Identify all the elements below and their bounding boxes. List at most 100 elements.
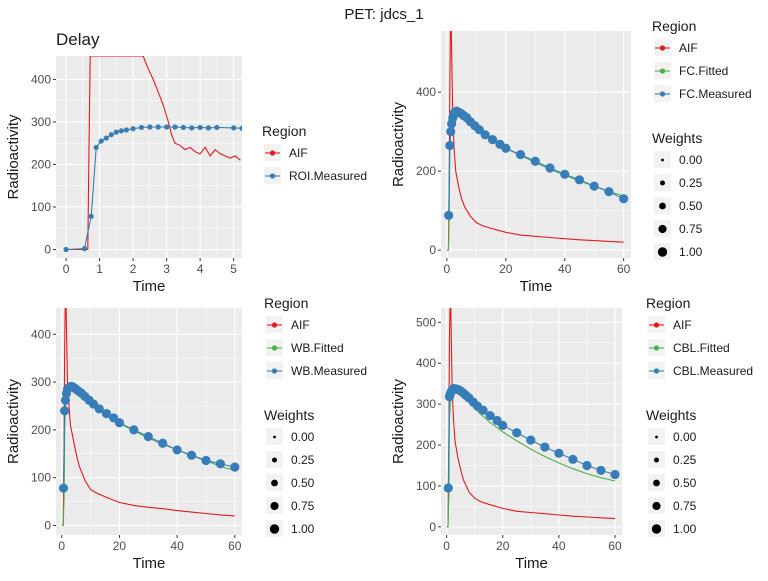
chart-panel-1: 0 1 2 3 4 5 0 100 200 300 400 Time Radioactivity Dela… xyxy=(5,30,367,295)
weights-key-point xyxy=(272,457,277,463)
weights-key-point xyxy=(651,524,662,534)
chart-panel-3: 0 20 40 60 0 100 200 300 400 Time Radioactivity Reg… xyxy=(5,295,367,572)
x-tick-label: 60 xyxy=(617,262,631,276)
legend-title: Region xyxy=(652,18,696,34)
panel-title: Delay xyxy=(56,30,100,49)
legend-key-point xyxy=(271,368,278,374)
data-point xyxy=(63,246,69,253)
x-tick-label: 3 xyxy=(163,262,170,276)
legend-key-point xyxy=(653,322,660,328)
data-point xyxy=(215,459,225,469)
weights-key-point xyxy=(660,180,665,186)
weights-key-point xyxy=(658,224,667,234)
legend-label: FC.Measured xyxy=(679,87,752,101)
x-tick-label: 1 xyxy=(96,262,103,276)
data-point xyxy=(560,169,570,179)
data-point xyxy=(98,138,104,144)
legend-label: AIF xyxy=(679,41,698,55)
legend-title: Region xyxy=(646,295,690,311)
y-tick-label: 200 xyxy=(416,164,436,178)
data-point xyxy=(554,448,564,458)
data-point xyxy=(143,431,153,442)
data-point xyxy=(445,140,455,151)
data-point xyxy=(446,127,456,137)
y-tick-label: 500 xyxy=(416,315,436,329)
data-point xyxy=(108,132,114,138)
legend-label: AIF xyxy=(673,318,692,332)
data-point xyxy=(619,194,629,204)
weights-key-point xyxy=(661,158,664,162)
legend-title: Region xyxy=(264,295,308,311)
data-point xyxy=(163,124,170,130)
weights-legend-label: 1.00 xyxy=(679,245,703,259)
data-point xyxy=(180,124,186,131)
data-point xyxy=(155,124,161,130)
x-tick-label: 0 xyxy=(443,539,450,553)
data-point xyxy=(197,124,203,131)
x-tick-label: 0 xyxy=(58,539,65,553)
data-point xyxy=(501,143,511,153)
legend-title: Region xyxy=(262,123,306,139)
series-line-aif xyxy=(446,31,624,251)
data-point xyxy=(545,163,555,173)
data-point xyxy=(596,465,606,475)
legend-key-point xyxy=(659,91,666,97)
data-point xyxy=(480,130,490,140)
legend-label: AIF xyxy=(289,146,308,160)
legend-label: CBL.Measured xyxy=(673,364,753,378)
y-tick-label: 300 xyxy=(416,397,436,411)
y-tick-label: 300 xyxy=(31,115,51,129)
y-tick-label: 0 xyxy=(429,520,436,534)
data-point xyxy=(186,450,197,460)
data-point xyxy=(93,144,99,151)
x-tick-label: 2 xyxy=(130,262,137,276)
data-point xyxy=(60,395,71,405)
plot-panel-background xyxy=(56,56,242,258)
series-line-aif xyxy=(446,308,616,528)
plot-area xyxy=(444,31,629,251)
charts-container: 0 1 2 3 4 50100200300400TimeRadioactivityDela… xyxy=(5,18,753,572)
plot-area xyxy=(63,56,242,253)
y-tick-label: 400 xyxy=(416,356,436,370)
y-axis-title: Radioactivity xyxy=(390,101,407,187)
data-point xyxy=(568,454,578,464)
data-point xyxy=(589,181,599,191)
chart-panel-4: 0 20 40 60 0 100 200 300 400 500 Time Radioactivity… xyxy=(390,295,753,572)
weights-key-point xyxy=(270,501,279,511)
weights-key-point xyxy=(653,479,660,487)
data-point xyxy=(239,125,242,131)
weights-key-point xyxy=(269,524,280,534)
data-point xyxy=(147,124,153,130)
y-axis-title: Radioactivity xyxy=(390,378,407,464)
x-tick-label: 4 xyxy=(197,262,204,276)
x-tick-label: 20 xyxy=(113,539,127,553)
x-axis-title: Time xyxy=(133,278,166,295)
y-tick-label: 400 xyxy=(31,327,51,341)
weights-legend-label: 0.50 xyxy=(673,476,697,490)
data-point xyxy=(582,460,592,471)
y-axis-title: Radioactivity xyxy=(5,378,22,464)
legend-key-point xyxy=(653,345,660,351)
x-axis-title: Time xyxy=(515,555,548,572)
data-point xyxy=(498,420,508,430)
weights-legend-label: 0.75 xyxy=(291,499,315,513)
series-line-aif xyxy=(61,308,235,526)
y-tick-label: 400 xyxy=(416,85,436,99)
legend-label: WB.Measured xyxy=(291,364,367,378)
y-axis-title: Radioactivity xyxy=(5,114,22,200)
weights-key-point xyxy=(654,457,659,463)
legend-key-point xyxy=(269,150,276,156)
data-point xyxy=(205,125,212,131)
data-point xyxy=(118,128,124,134)
y-tick-label: 0 xyxy=(429,243,436,257)
x-tick-label: 60 xyxy=(608,539,622,553)
data-point xyxy=(94,404,104,414)
legend-key-point xyxy=(659,68,666,74)
data-point xyxy=(88,213,94,219)
data-point xyxy=(526,435,536,445)
data-point xyxy=(515,149,526,160)
weights-legend-title: Weights xyxy=(264,407,314,423)
y-tick-label: 400 xyxy=(31,72,51,86)
data-point xyxy=(485,410,495,421)
y-tick-label: 200 xyxy=(31,157,51,171)
